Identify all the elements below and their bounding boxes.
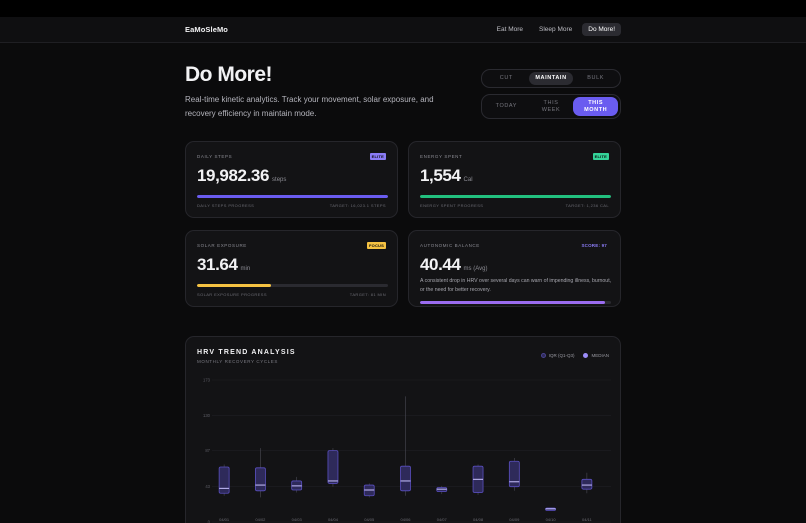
iqr-box: [508, 460, 520, 488]
hrv-chart: 0 43 87 130 173 04/01 04/02 04/03 04/04 04/05 04/0…: [203, 378, 611, 523]
metric-value: 19,982.36 steps: [197, 166, 286, 186]
status-badge: FOCUS: [367, 242, 386, 249]
progress-footer: DAILY STEPS PROGRESS TARGET: 16,023.1 ST…: [197, 203, 386, 208]
chart-subtitle: MONTHLY RECOVERY CYCLES: [197, 359, 278, 364]
mode-option-maintain[interactable]: MAINTAIN: [528, 72, 574, 85]
progress-bar: [197, 195, 388, 198]
progress-footer: SOLAR EXPOSURE PROGRESS TARGET: 81 MIN: [197, 292, 386, 297]
hrv-note: A consistent drop in HRV over several da…: [420, 278, 612, 293]
metric-number: 1,554: [420, 166, 461, 185]
metric-label: DAILY STEPS: [197, 154, 233, 159]
x-tick-label: 04/08: [473, 517, 484, 522]
x-tick-label: 04/01: [219, 517, 230, 522]
metric-unit: Cal: [463, 177, 473, 183]
progress-fill: [420, 195, 611, 198]
navbar: EaMoSleMo Eat More Sleep More Do More!: [0, 17, 806, 43]
metric-unit: steps: [272, 177, 287, 183]
legend-swatch-iqr: [540, 353, 546, 358]
metric-value: 40.44 ms (Avg): [420, 255, 487, 275]
progress-fill: [420, 301, 606, 304]
iqr-box: [581, 478, 593, 490]
progress-bar: [420, 301, 611, 304]
mode-selector: CUT MAINTAIN BULK: [481, 69, 621, 88]
target-label: TARGET: 81 MIN: [349, 292, 386, 297]
metric-unit: ms (Avg): [463, 266, 488, 272]
period-option-this-week[interactable]: THIS WEEK: [529, 97, 574, 116]
nav-link-eat-more[interactable]: Eat More: [496, 26, 524, 33]
x-tick-label: 04/06: [400, 517, 411, 522]
metric-number: 19,982.36: [197, 166, 270, 185]
period-option-this-month[interactable]: THIS MONTH: [573, 97, 619, 116]
metric-value: 1,554 Cal: [420, 166, 473, 186]
energy-spent-card: ENERGY SPENT ELITE 1,554 Cal ENERGY SPENT…: [408, 141, 621, 218]
y-tick-label: 173: [203, 378, 211, 383]
brand-logo[interactable]: EaMoSleMo: [185, 25, 228, 34]
x-tick-label: 04/04: [328, 517, 339, 522]
y-tick-label: 43: [205, 484, 210, 489]
progress-label: SOLAR EXPOSURE PROGRESS: [197, 292, 267, 297]
metric-label: ENERGY SPENT: [420, 154, 463, 159]
metric-value: 31.64 min: [197, 255, 250, 275]
progress-bar: [197, 284, 388, 287]
metric-label: SOLAR EXPOSURE: [197, 243, 247, 248]
y-tick-label: 130: [203, 413, 211, 418]
progress-footer: ENERGY SPENT PROGRESS TARGET: 1,236 CAL: [420, 203, 609, 208]
x-tick-label: 04/09: [509, 517, 520, 522]
nav-links: Eat More Sleep More Do More!: [491, 23, 621, 36]
iqr-box: [218, 466, 230, 494]
legend-label-median: MEDIAN: [591, 353, 609, 358]
chart-legend: IQR (Q1-Q3) MEDIAN: [540, 353, 609, 358]
nav-link-do-more[interactable]: Do More!: [582, 23, 621, 36]
period-option-this-week-label: THIS WEEK: [541, 99, 561, 113]
chart-title: HRV TREND ANALYSIS: [197, 349, 296, 356]
status-badge: ELITE: [369, 153, 386, 160]
x-tick-label: 04/07: [437, 517, 448, 522]
period-selector: TODAY THIS WEEK THIS MONTH: [481, 94, 621, 119]
x-tick-label: 04/03: [292, 517, 303, 522]
page-subtitle: Real-time kinetic analytics. Track your …: [185, 95, 434, 118]
progress-label: ENERGY SPENT PROGRESS: [420, 203, 484, 208]
legend-label-iqr: IQR (Q1-Q3): [548, 353, 575, 358]
legend-swatch-median: [583, 353, 589, 358]
iqr-box: [400, 465, 411, 492]
x-tick-label: 04/02: [255, 517, 266, 522]
x-tick-label: 04/10: [546, 517, 557, 522]
progress-bar: [420, 195, 611, 198]
nav-link-sleep-more[interactable]: Sleep More: [539, 26, 573, 33]
page-title: Do More!: [185, 63, 273, 86]
status-badge: ELITE: [592, 153, 609, 160]
metric-unit: min: [240, 266, 251, 272]
top-strip: [0, 0, 806, 17]
metric-label: AUTONOMIC BALANCE: [420, 243, 480, 248]
metric-number: 40.44: [420, 255, 461, 274]
progress-fill: [197, 284, 272, 287]
legend-item-median: MEDIAN: [583, 353, 609, 358]
legend-item-iqr: IQR (Q1-Q3): [540, 353, 575, 358]
progress-fill: [197, 195, 388, 198]
target-label: TARGET: 16,023.1 STEPS: [329, 203, 386, 208]
autonomic-balance-card: AUTONOMIC BALANCE SCORE: 97 40.44 ms (Avg…: [408, 230, 621, 307]
x-tick-label: 04/11: [582, 517, 592, 522]
target-label: TARGET: 1,236 CAL: [565, 203, 609, 208]
x-tick-label: 04/05: [364, 517, 375, 522]
metric-number: 31.64: [197, 255, 238, 274]
period-option-this-month-label: THIS MONTH: [584, 99, 608, 113]
y-tick-label: 87: [205, 448, 210, 453]
hrv-trend-card: HRV TREND ANALYSIS MONTHLY RECOVERY CYCL…: [185, 336, 621, 523]
score-badge: SCORE: 97: [581, 243, 607, 248]
mode-option-cut[interactable]: CUT: [499, 75, 513, 81]
period-option-today[interactable]: TODAY: [495, 103, 518, 109]
iqr-box: [255, 467, 266, 492]
y-tick-label: 0: [208, 520, 211, 523]
daily-steps-card: DAILY STEPS ELITE 19,982.36 steps DAILY S…: [185, 141, 398, 218]
iqr-box: [327, 450, 339, 484]
solar-exposure-card: SOLAR EXPOSURE FOCUS 31.64 min SOLAR EXPO…: [185, 230, 398, 307]
mode-option-bulk[interactable]: BULK: [587, 75, 605, 81]
progress-label: DAILY STEPS PROGRESS: [197, 203, 255, 208]
